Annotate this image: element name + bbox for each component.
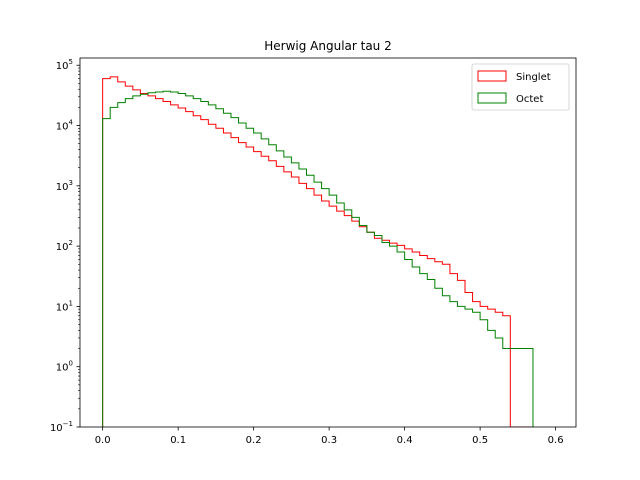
x-tick-label: 0.1 [170,435,186,446]
x-tick-label: 0.2 [246,435,262,446]
chart-title: Herwig Angular tau 2 [264,39,392,53]
x-tick-label: 0.0 [95,435,111,446]
series-octet-step-line [102,90,534,427]
x-tick-label: 0.6 [548,435,564,446]
legend-swatch-octet [477,92,507,104]
axes-frame [79,57,577,428]
axes: 0.0 0.1 0.2 0.3 0.4 0.5 0.6 10−1 100 101 102 103 104… [50,57,577,446]
plot-area [80,58,576,427]
plot-background [80,58,576,427]
y-tick-label: 104 [56,119,74,133]
y-tick-label: 10−1 [50,420,73,434]
y-tick-label: 101 [56,299,73,313]
legend-label-singlet: Singlet [516,72,551,83]
y-tick-label: 103 [56,179,73,193]
legend-box [471,63,570,111]
series-singlet-step-line [102,76,533,427]
y-tick-label: 105 [56,58,73,72]
legend-label-octet: Octet [516,94,543,105]
y-tick-label: 100 [56,360,73,374]
legend-swatch-singlet [477,70,507,82]
y-tick-label: 102 [56,239,73,253]
x-tick-label: 0.3 [321,435,337,446]
x-tick-label: 0.5 [472,435,488,446]
x-tick-label: 0.4 [397,435,413,446]
legend: Singlet Octet [471,63,570,111]
